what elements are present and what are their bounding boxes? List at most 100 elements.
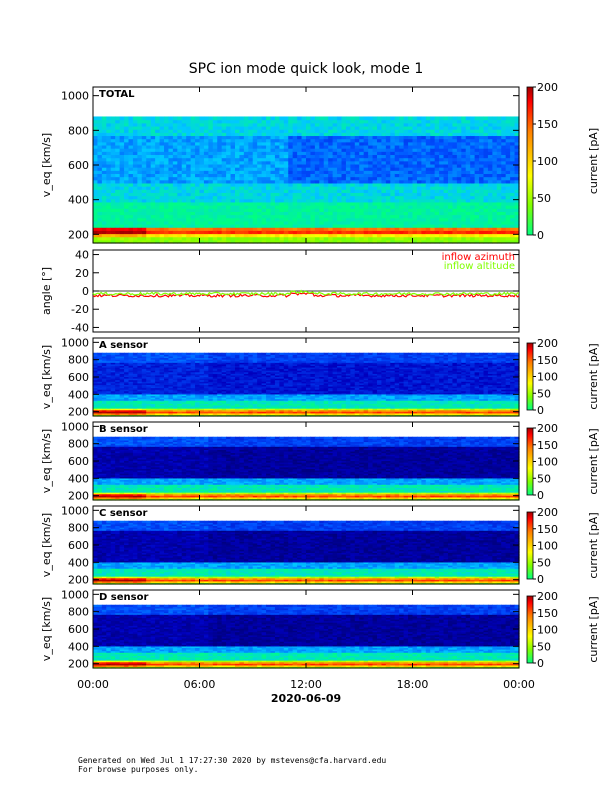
colorbar-tick-label: 200 bbox=[537, 337, 558, 350]
heatmap-cells-B bbox=[93, 436, 520, 501]
ytick-label: 800 bbox=[68, 606, 89, 619]
colorbar bbox=[526, 511, 534, 580]
legend-entry: inflow altitude bbox=[444, 261, 515, 272]
xtick-label: 06:00 bbox=[184, 678, 216, 691]
ytick-label: 600 bbox=[68, 371, 89, 384]
ytick-label: 400 bbox=[68, 640, 89, 653]
colorbar-tick-label: 50 bbox=[537, 387, 551, 400]
ytick-label: 600 bbox=[68, 455, 89, 468]
ytick-label: 200 bbox=[68, 658, 89, 671]
panel-total: 200 400 600 800 1000 v_eq [km/s] TOTAL 0 50 100 15… bbox=[40, 81, 600, 244]
ytick-label: 800 bbox=[68, 354, 89, 367]
xtick-label: 12:00 bbox=[290, 678, 322, 691]
ytick-label: 400 bbox=[68, 472, 89, 485]
panel-label: B sensor bbox=[99, 424, 148, 435]
colorbar-tick-label: 200 bbox=[537, 81, 558, 94]
heatmap-cells-C bbox=[93, 520, 520, 585]
series-altitude bbox=[92, 289, 520, 297]
colorbar bbox=[526, 595, 534, 664]
ytick-label: 1000 bbox=[61, 420, 89, 433]
date-label: 2020-06-09 bbox=[271, 692, 341, 705]
colorbar-tick-label: 150 bbox=[537, 607, 558, 620]
ytick-label: 40 bbox=[75, 249, 89, 262]
ytick-label: 200 bbox=[68, 406, 89, 419]
ylabel: v_eq [km/s] bbox=[40, 513, 53, 577]
xtick-label: 18:00 bbox=[397, 678, 429, 691]
ytick-label: 800 bbox=[68, 124, 89, 137]
ylabel: v_eq [km/s] bbox=[40, 597, 53, 661]
panel-label: D sensor bbox=[99, 592, 148, 603]
ytick-label: 1000 bbox=[61, 90, 89, 103]
colorbar bbox=[526, 86, 534, 236]
colorbar-tick-label: 50 bbox=[537, 640, 551, 653]
colorbar-tick-label: 150 bbox=[537, 523, 558, 536]
colorbar-tick-label: 200 bbox=[537, 422, 558, 435]
colorbar-tick-label: 0 bbox=[537, 657, 544, 670]
colorbar-tick-label: 100 bbox=[537, 456, 558, 469]
colorbar-tick-label: 50 bbox=[537, 556, 551, 569]
series-azimuth bbox=[92, 292, 520, 298]
ytick-label: 600 bbox=[68, 159, 89, 172]
ylabel: v_eq [km/s] bbox=[40, 133, 53, 197]
colorbar-tick-label: 100 bbox=[537, 371, 558, 384]
ytick-label: 1000 bbox=[61, 504, 89, 517]
xtick-label: 00:00 bbox=[503, 678, 535, 691]
colorbar-tick-label: 150 bbox=[537, 354, 558, 367]
ytick-label: 600 bbox=[68, 539, 89, 552]
colorbar-tick-label: 0 bbox=[537, 489, 544, 502]
ytick-label: 800 bbox=[68, 438, 89, 451]
ytick-label: 200 bbox=[68, 490, 89, 503]
panel-B: 200 400 600 800 1000 v_eq [km/s] B sensor 0 50 10… bbox=[40, 420, 600, 502]
colorbar-label: current [pA] bbox=[587, 128, 600, 194]
figure-title: SPC ion mode quick look, mode 1 bbox=[189, 61, 423, 77]
ytick-label: 0 bbox=[82, 285, 89, 298]
colorbar-tick-label: 200 bbox=[537, 506, 558, 519]
colorbar-label: current [pA] bbox=[587, 512, 600, 578]
ytick-label: -20 bbox=[71, 303, 89, 316]
ytick-label: 600 bbox=[68, 623, 89, 636]
colorbar-label: current [pA] bbox=[587, 343, 600, 409]
ytick-label: 400 bbox=[68, 194, 89, 207]
colorbar-tick-label: 0 bbox=[537, 404, 544, 417]
panel-label: A sensor bbox=[99, 340, 148, 351]
ylabel: v_eq [km/s] bbox=[40, 345, 53, 409]
colorbar-tick-label: 200 bbox=[537, 590, 558, 603]
ytick-label: 1000 bbox=[61, 588, 89, 601]
legend-entry: inflow azimuth bbox=[442, 252, 515, 263]
colorbar-label: current [pA] bbox=[587, 428, 600, 494]
ylabel: angle [°] bbox=[40, 267, 53, 315]
ytick-label: 200 bbox=[68, 574, 89, 587]
xtick-label: 00:00 bbox=[77, 678, 109, 691]
colorbar-tick-label: 0 bbox=[537, 229, 544, 242]
ytick-label: 1000 bbox=[61, 336, 89, 349]
heatmap-cells-total bbox=[93, 116, 520, 244]
time-axis: 00:00 06:00 12:00 18:00 00:00 bbox=[77, 87, 535, 691]
colorbar bbox=[526, 427, 534, 496]
panel-A: 200 400 600 800 1000 v_eq [km/s] A sensor 0 50 10… bbox=[40, 336, 600, 418]
ytick-label: 400 bbox=[68, 556, 89, 569]
ytick-label: -40 bbox=[71, 321, 89, 334]
panel-label: C sensor bbox=[99, 508, 147, 519]
colorbar-tick-label: 50 bbox=[537, 472, 551, 485]
footer-line1: Generated on Wed Jul 1 17:27:30 2020 by … bbox=[78, 756, 386, 765]
colorbar-tick-label: 150 bbox=[537, 118, 558, 131]
ytick-label: 20 bbox=[75, 267, 89, 280]
colorbar bbox=[526, 342, 534, 411]
heatmap-cells-D bbox=[93, 604, 520, 669]
colorbar-tick-label: 50 bbox=[537, 192, 551, 205]
colorbar-tick-label: 0 bbox=[537, 573, 544, 586]
colorbar-tick-label: 100 bbox=[537, 624, 558, 637]
ytick-label: 200 bbox=[68, 228, 89, 241]
ytick-label: 400 bbox=[68, 388, 89, 401]
panel-D: 200 400 600 800 1000 v_eq [km/s] D sensor 0 50 10… bbox=[40, 588, 600, 670]
colorbar-tick-label: 100 bbox=[537, 155, 558, 168]
ytick-label: 800 bbox=[68, 522, 89, 535]
footer-line2: For browse purposes only. bbox=[78, 765, 198, 774]
panel-label: TOTAL bbox=[99, 89, 135, 100]
colorbar-tick-label: 100 bbox=[537, 540, 558, 553]
colorbar-tick-label: 150 bbox=[537, 439, 558, 452]
colorbar-label: current [pA] bbox=[587, 596, 600, 662]
panel-C: 200 400 600 800 1000 v_eq [km/s] C sensor 0 50 10… bbox=[40, 504, 600, 586]
